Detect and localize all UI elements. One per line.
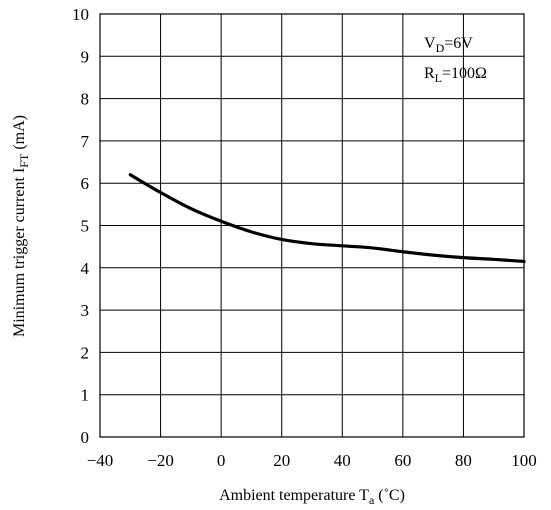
y-tick-label: 0 xyxy=(81,428,90,447)
x-axis-title: Ambient temperature Ta (˚C) xyxy=(219,487,405,507)
tick-labels: −40 −20 0 20 40 60 80 100 0 1 2 3 4 5 6 7 8 9 10 xyxy=(72,5,537,470)
x-tick-label: 60 xyxy=(394,451,411,470)
series-layer xyxy=(128,173,526,264)
y-axis-title: Minimum trigger current IFT (mA) xyxy=(11,115,31,337)
x-tick-label: −20 xyxy=(147,451,174,470)
y-tick-label: 10 xyxy=(72,5,89,24)
x-tick-label: 100 xyxy=(511,451,537,470)
x-tick-label: 0 xyxy=(217,451,226,470)
x-tick-label: 40 xyxy=(334,451,351,470)
x-tick-label: −40 xyxy=(87,451,114,470)
series-line xyxy=(128,173,526,264)
y-tick-label: 1 xyxy=(81,386,90,405)
y-tick-label: 8 xyxy=(81,90,90,109)
y-tick-label: 5 xyxy=(81,217,90,236)
y-tick-label: 3 xyxy=(81,301,90,320)
plot-frame xyxy=(99,13,525,438)
annotation-box: VD=6V RL=100Ω xyxy=(424,35,487,85)
x-tick-label: 20 xyxy=(273,451,290,470)
annotation-vd: VD=6V xyxy=(424,35,473,55)
y-tick-label: 4 xyxy=(81,259,90,278)
y-tick-label: 9 xyxy=(81,47,90,66)
y-tick-label: 6 xyxy=(81,174,90,193)
y-tick-label: 7 xyxy=(81,132,90,151)
grid-lines xyxy=(99,13,525,438)
x-tick-label: 80 xyxy=(455,451,472,470)
annotation-rl: RL=100Ω xyxy=(424,65,487,85)
y-tick-label: 2 xyxy=(81,343,90,362)
